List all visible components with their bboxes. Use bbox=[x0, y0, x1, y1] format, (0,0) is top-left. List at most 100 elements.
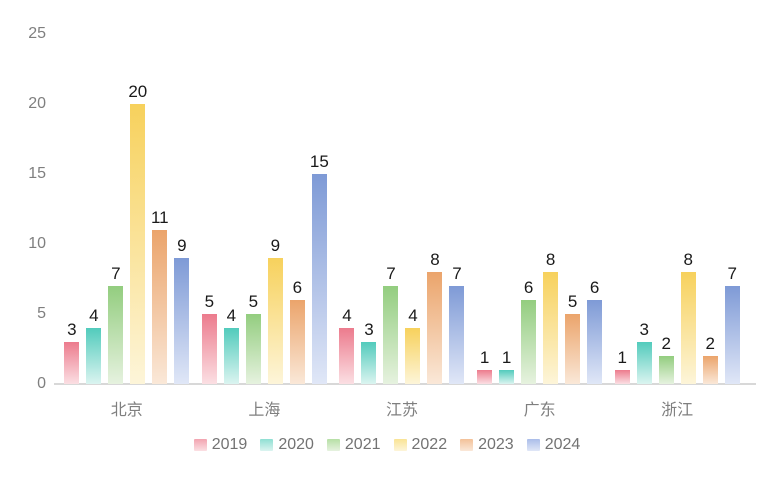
bar-value-label: 1 bbox=[617, 348, 627, 367]
bar-slot: 5 bbox=[245, 293, 261, 384]
bar-value-label: 8 bbox=[430, 250, 440, 269]
legend-swatch-icon bbox=[193, 439, 207, 451]
plot-area: 3 4 7 20 11 9 5 4 5 9 6 15 4 3 7 4 8 7 1 1 6 8 5 6 1 3 2 8 2 7 bbox=[54, 34, 756, 385]
bar-value-label: 7 bbox=[386, 264, 396, 283]
bar-value-label: 11 bbox=[150, 208, 169, 227]
legend-item-2024: 2024 bbox=[526, 436, 581, 454]
bar-2021-浙江 bbox=[658, 356, 674, 384]
bar-2022-上海 bbox=[267, 258, 283, 384]
bar-2022-江苏 bbox=[405, 328, 421, 384]
bar-value-label: 1 bbox=[501, 348, 512, 367]
y-tick-label: 10 bbox=[28, 235, 46, 252]
bar-2021-上海 bbox=[245, 314, 261, 384]
bar-2022-北京 bbox=[130, 104, 146, 384]
bar-value-label: 7 bbox=[111, 264, 121, 283]
bar-value-label: 15 bbox=[309, 152, 329, 171]
y-tick-label: 25 bbox=[28, 25, 46, 42]
bar-slot: 3 bbox=[361, 321, 377, 384]
bar-slot: 20 bbox=[128, 83, 147, 384]
x-axis-labels: 北京 上海 江苏 广东 浙江 bbox=[58, 396, 746, 420]
bar-value-label: 6 bbox=[589, 278, 600, 297]
bar-2024-江苏 bbox=[449, 286, 465, 384]
x-category-label: 江苏 bbox=[385, 402, 418, 419]
bar-value-label: 9 bbox=[177, 236, 187, 255]
bar-value-label: 5 bbox=[248, 292, 259, 311]
bar-slot: 4 bbox=[86, 307, 102, 384]
bar-2020-上海 bbox=[223, 328, 239, 384]
y-tick-label: 5 bbox=[37, 305, 46, 322]
bar-value-label: 7 bbox=[452, 264, 462, 283]
bar-2020-浙江 bbox=[636, 342, 652, 384]
bar-value-label: 6 bbox=[292, 278, 303, 297]
legend-label: 2023 bbox=[478, 436, 514, 453]
bar-value-label: 3 bbox=[67, 320, 77, 339]
bar-slot: 1 bbox=[477, 349, 493, 384]
y-tick-label: 0 bbox=[37, 375, 46, 392]
bar-value-label: 1 bbox=[479, 348, 490, 367]
bar-slot: 7 bbox=[108, 265, 124, 384]
bar-2020-广东 bbox=[499, 370, 515, 384]
y-axis: 0 5 10 15 20 25 bbox=[0, 0, 48, 480]
bar-2019-上海 bbox=[201, 314, 217, 384]
bar-2023-北京 bbox=[152, 230, 168, 384]
bar-value-label: 20 bbox=[128, 82, 148, 101]
bar-2019-浙江 bbox=[614, 370, 630, 384]
bar-value-label: 3 bbox=[364, 320, 374, 339]
bar-2019-广东 bbox=[477, 370, 493, 384]
bar-2021-江苏 bbox=[383, 286, 399, 384]
legend-swatch-icon bbox=[460, 439, 474, 451]
bar-2020-北京 bbox=[86, 328, 102, 384]
bar-2023-江苏 bbox=[427, 272, 443, 384]
bar-slot: 8 bbox=[543, 251, 559, 384]
bar-slot: 7 bbox=[449, 265, 465, 384]
bar-value-label: 4 bbox=[226, 306, 237, 325]
bar-value-label: 5 bbox=[567, 292, 578, 311]
bar-2019-江苏 bbox=[339, 328, 355, 384]
bar-value-label: 8 bbox=[683, 250, 693, 269]
bar-2024-广东 bbox=[587, 300, 603, 384]
bar-value-label: 4 bbox=[89, 306, 99, 325]
legend-swatch-icon bbox=[260, 439, 274, 451]
x-category-label: 广东 bbox=[523, 402, 556, 419]
legend: 2019 2020 2021 2022 2023 2024 bbox=[0, 436, 774, 454]
legend-item-2023: 2023 bbox=[460, 436, 514, 454]
bar-2021-北京 bbox=[108, 286, 124, 384]
bar-slot: 3 bbox=[64, 321, 80, 384]
bar-slot: 6 bbox=[521, 279, 537, 384]
legend-swatch-icon bbox=[393, 439, 407, 451]
x-axis-baseline bbox=[54, 383, 756, 385]
bar-value-label: 7 bbox=[727, 264, 737, 283]
bar-slot: 2 bbox=[702, 335, 718, 384]
bar-2023-广东 bbox=[565, 314, 581, 384]
bar-value-label: 9 bbox=[270, 236, 281, 255]
legend-item-2020: 2020 bbox=[260, 436, 314, 454]
bar-2022-浙江 bbox=[680, 272, 696, 384]
bar-2021-广东 bbox=[521, 300, 537, 384]
x-category-label: 上海 bbox=[248, 402, 281, 419]
bar-value-label: 4 bbox=[342, 306, 352, 325]
bar-slot: 8 bbox=[427, 251, 443, 384]
bar-slot: 6 bbox=[289, 279, 305, 384]
x-category-label: 浙江 bbox=[661, 402, 694, 419]
legend-swatch-icon bbox=[526, 439, 540, 451]
bar-slot: 15 bbox=[310, 153, 329, 384]
x-category-label: 北京 bbox=[110, 402, 143, 419]
bar-slot: 7 bbox=[383, 265, 399, 384]
bar-value-label: 5 bbox=[204, 292, 215, 311]
bar-2024-浙江 bbox=[724, 286, 740, 384]
legend-item-2019: 2019 bbox=[193, 436, 247, 454]
bar-slot: 6 bbox=[587, 279, 603, 384]
bar-value-label: 8 bbox=[545, 250, 556, 269]
bar-slot: 2 bbox=[658, 335, 674, 384]
bar-2024-上海 bbox=[311, 174, 327, 384]
bar-slot: 7 bbox=[724, 265, 740, 384]
bar-2023-上海 bbox=[289, 300, 305, 384]
bar-value-label: 3 bbox=[639, 320, 649, 339]
legend-label: 2024 bbox=[544, 436, 581, 453]
legend-label: 2021 bbox=[344, 436, 381, 453]
bar-group: 3 4 7 20 11 9 bbox=[58, 34, 196, 384]
bar-slot: 5 bbox=[565, 293, 581, 384]
